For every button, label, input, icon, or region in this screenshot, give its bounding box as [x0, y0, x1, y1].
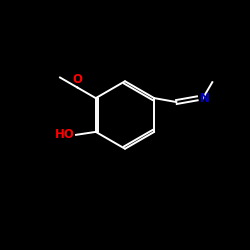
Text: O: O [72, 73, 82, 86]
Text: HO: HO [55, 128, 75, 141]
Text: N: N [200, 92, 210, 105]
